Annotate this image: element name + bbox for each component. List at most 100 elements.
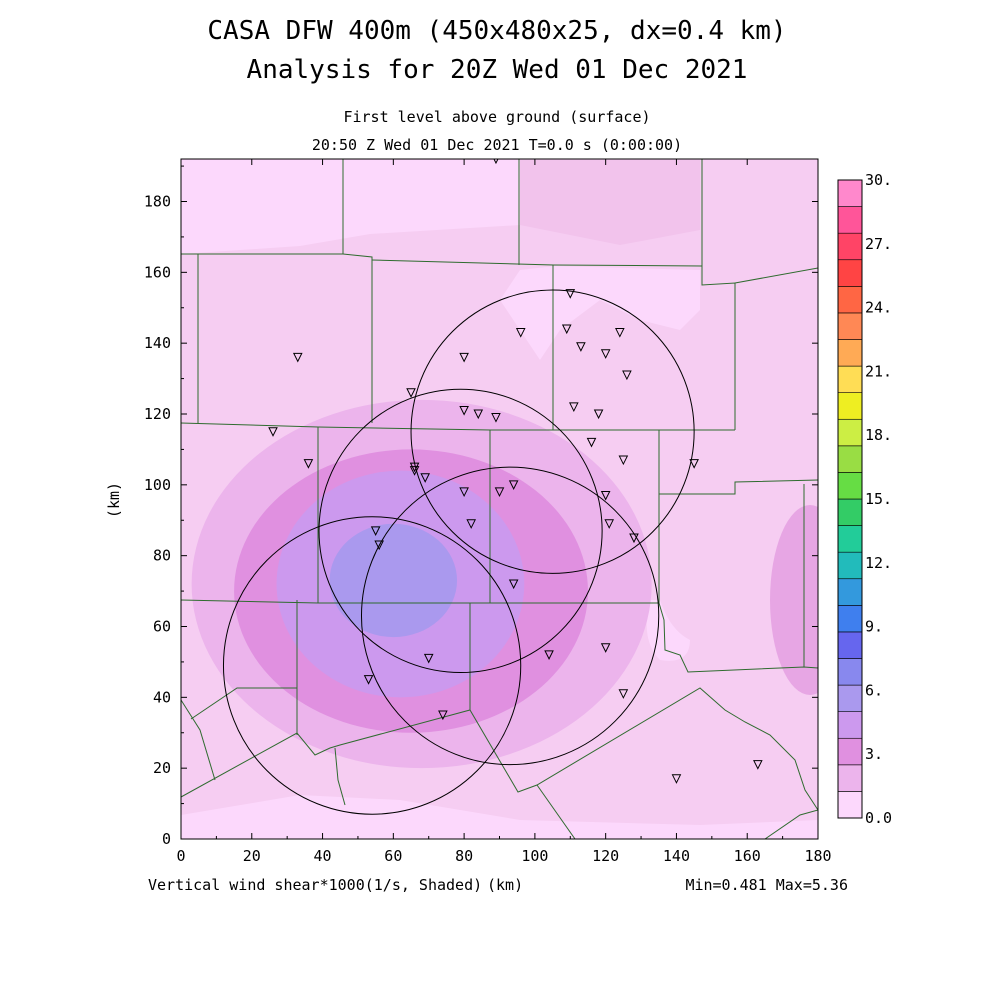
- colorbar-swatch: [837, 711, 863, 739]
- east-shear-patch: [770, 505, 818, 695]
- radar-range-ring: [360, 466, 660, 766]
- station-marker: [753, 760, 763, 770]
- colorbar-frame: [837, 179, 863, 819]
- colorbar-label: 30.: [865, 171, 892, 189]
- colorbar-swatch: [837, 737, 863, 766]
- x-tick-label: 100: [521, 847, 548, 865]
- county-line: [190, 687, 297, 720]
- low-shear-patch: [520, 160, 700, 245]
- colorbar-swatch: [837, 206, 863, 234]
- station-marker: [508, 480, 519, 490]
- colorbar-label: 6.: [865, 681, 883, 699]
- station-marker: [618, 455, 629, 466]
- x-tick-label: 20: [243, 847, 261, 865]
- colorbar: 0.0 3. 6. 9. 12. 15. 18. 21. 24. 27. 30.: [837, 171, 892, 827]
- colorbar-label: 21.: [865, 362, 892, 380]
- y-tick-label: 120: [144, 405, 171, 423]
- radar-station-markers: [268, 159, 763, 784]
- y-tick-label: 100: [144, 476, 171, 494]
- colorbar-label: 9.: [865, 618, 883, 636]
- radar-range-ring: [410, 289, 695, 574]
- colorbar-swatch: [837, 498, 863, 526]
- low-shear-patch: [500, 266, 700, 360]
- station-marker: [370, 526, 381, 536]
- station-marker: [508, 579, 519, 590]
- colorbar-swatch: [837, 684, 863, 712]
- colorbar-swatch: [837, 339, 863, 367]
- colorbar-swatch: [837, 418, 863, 447]
- station-marker: [363, 675, 374, 685]
- time-label: 20:50 Z Wed 01 Dec 2021 T=0.0 s (0:00:00…: [312, 136, 682, 154]
- station-marker: [565, 289, 576, 299]
- colorbar-swatch: [837, 472, 863, 500]
- y-tick-label: 180: [144, 193, 171, 211]
- station-marker: [438, 710, 448, 721]
- radar-coverage-rings: [222, 289, 695, 815]
- station-marker: [629, 533, 639, 544]
- low-shear-patch: [181, 160, 520, 254]
- county-line: [552, 264, 736, 430]
- station-marker: [459, 487, 469, 498]
- station-marker: [600, 490, 611, 501]
- station-marker: [473, 409, 484, 420]
- colorbar-label: 15.: [865, 490, 892, 508]
- radar-range-ring: [318, 388, 603, 674]
- county-line: [764, 809, 818, 839]
- colorbar-swatch: [837, 551, 863, 580]
- county-boundaries: [181, 159, 818, 839]
- colorbar-swatch: [837, 764, 863, 792]
- y-tick-label: 60: [153, 618, 171, 636]
- station-marker: [569, 402, 579, 413]
- low-shear-patches: [181, 160, 818, 839]
- station-marker: [515, 328, 526, 338]
- x-tick-label: 180: [804, 847, 831, 865]
- county-line: [181, 599, 659, 604]
- station-marker: [600, 643, 611, 653]
- colorbar-swatch: [837, 392, 863, 420]
- station-marker: [671, 774, 682, 784]
- station-marker: [292, 352, 303, 363]
- station-marker: [303, 459, 314, 469]
- station-marker: [593, 409, 604, 420]
- station-marker: [494, 487, 505, 498]
- x-tick-label: 80: [455, 847, 473, 865]
- y-tick-label: 160: [144, 263, 171, 281]
- x-tick-label: 140: [663, 847, 690, 865]
- station-marker: [689, 459, 699, 469]
- county-line: [342, 253, 373, 423]
- colorbar-swatch: [837, 232, 863, 261]
- shear-contour-6: [329, 523, 458, 638]
- y-tick-label: 140: [144, 334, 171, 352]
- colorbar-swatch: [837, 445, 863, 473]
- low-shear-patch: [181, 795, 818, 839]
- y-tick-label: 40: [153, 688, 171, 706]
- colorbar-swatch: [837, 658, 863, 686]
- colorbar-swatch: [837, 631, 863, 659]
- county-line: [659, 479, 818, 495]
- station-marker: [420, 473, 430, 483]
- station-marker: [544, 650, 554, 660]
- station-marker: [622, 370, 632, 381]
- colorbar-swatch: [837, 312, 863, 340]
- station-marker: [409, 466, 420, 476]
- station-marker: [423, 653, 434, 664]
- colorbar-swatch: [837, 605, 863, 633]
- station-marker: [459, 352, 469, 363]
- station-marker: [466, 519, 476, 529]
- station-marker: [374, 540, 384, 551]
- colorbar-swatch: [837, 179, 863, 207]
- x-tick-label: 160: [734, 847, 761, 865]
- x-tick-label: 60: [384, 847, 402, 865]
- county-line: [181, 422, 735, 431]
- chart-title: CASA DFW 400m (450x480x25, dx=0.4 km): [207, 16, 786, 46]
- level-label: First level above ground (surface): [343, 108, 650, 126]
- shear-shading: [191, 399, 652, 769]
- y-tick-label: 80: [153, 547, 171, 565]
- county-line: [734, 267, 818, 284]
- axes: 0 20 40 60 80 100 120 140 160 180 0 20 40 60 80 100 120 1…: [144, 159, 832, 865]
- y-tick-label: 0: [162, 830, 171, 848]
- colorbar-label: 24.: [865, 299, 892, 317]
- colorbar-label: 3.: [865, 745, 883, 763]
- county-line: [536, 784, 576, 839]
